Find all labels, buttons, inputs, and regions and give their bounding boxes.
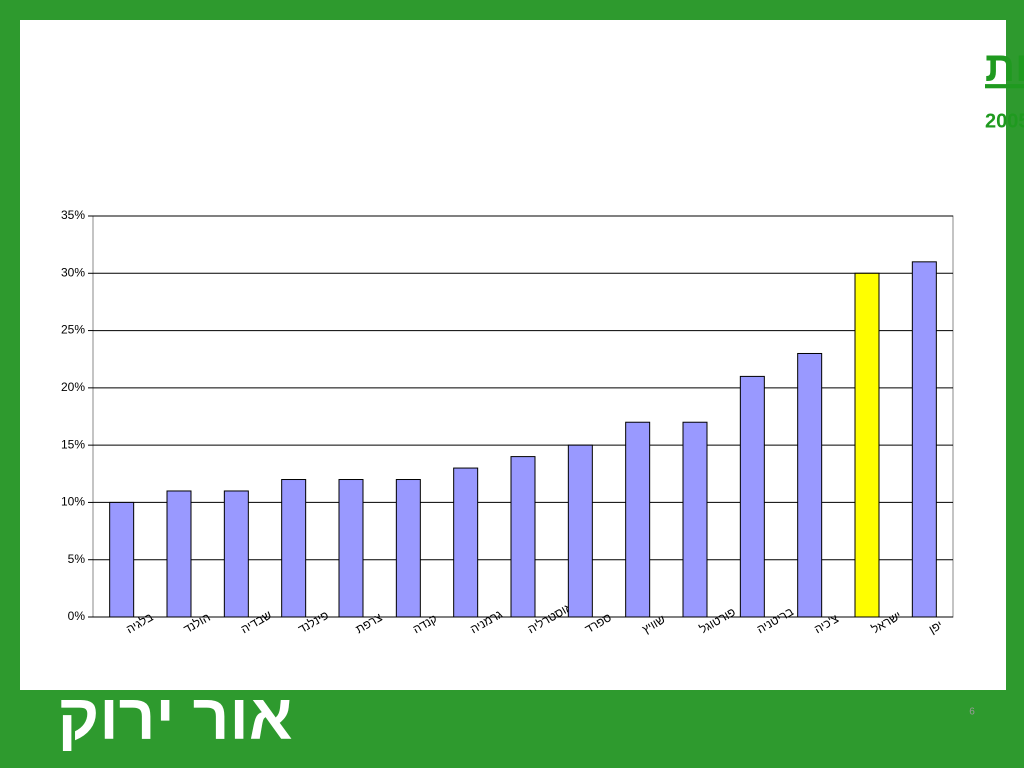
bar <box>453 467 479 618</box>
x-tick-label: יפן <box>926 618 945 637</box>
y-tick-label: 10% <box>61 495 85 509</box>
bar <box>854 272 880 618</box>
bar <box>395 479 421 618</box>
slide-title: השוואות בינלאומיות <box>985 43 1024 90</box>
bar <box>797 352 823 618</box>
slide-number: 6 <box>969 707 975 718</box>
bar <box>223 490 249 618</box>
y-tick-label: 0% <box>68 609 86 623</box>
bar <box>281 479 307 618</box>
bar <box>510 456 536 618</box>
y-tick-label: 15% <box>61 437 85 451</box>
bar <box>166 490 192 618</box>
bar <box>109 501 135 618</box>
bar <box>338 479 364 618</box>
y-tick-label: 5% <box>68 552 86 566</box>
bar <box>567 444 593 618</box>
bar <box>625 421 651 618</box>
y-tick-label: 35% <box>61 208 85 222</box>
bar <box>682 421 708 618</box>
y-tick-label: 30% <box>61 265 85 279</box>
y-tick-label: 25% <box>61 323 85 337</box>
bar <box>739 375 765 618</box>
chart-subtitle: הרוגים (הולכי רגל) מכלל ההרוגים - 2005 <box>985 110 1024 132</box>
logo: אור ירוק <box>58 681 293 753</box>
bar <box>911 261 937 618</box>
y-tick-label: 20% <box>61 380 85 394</box>
